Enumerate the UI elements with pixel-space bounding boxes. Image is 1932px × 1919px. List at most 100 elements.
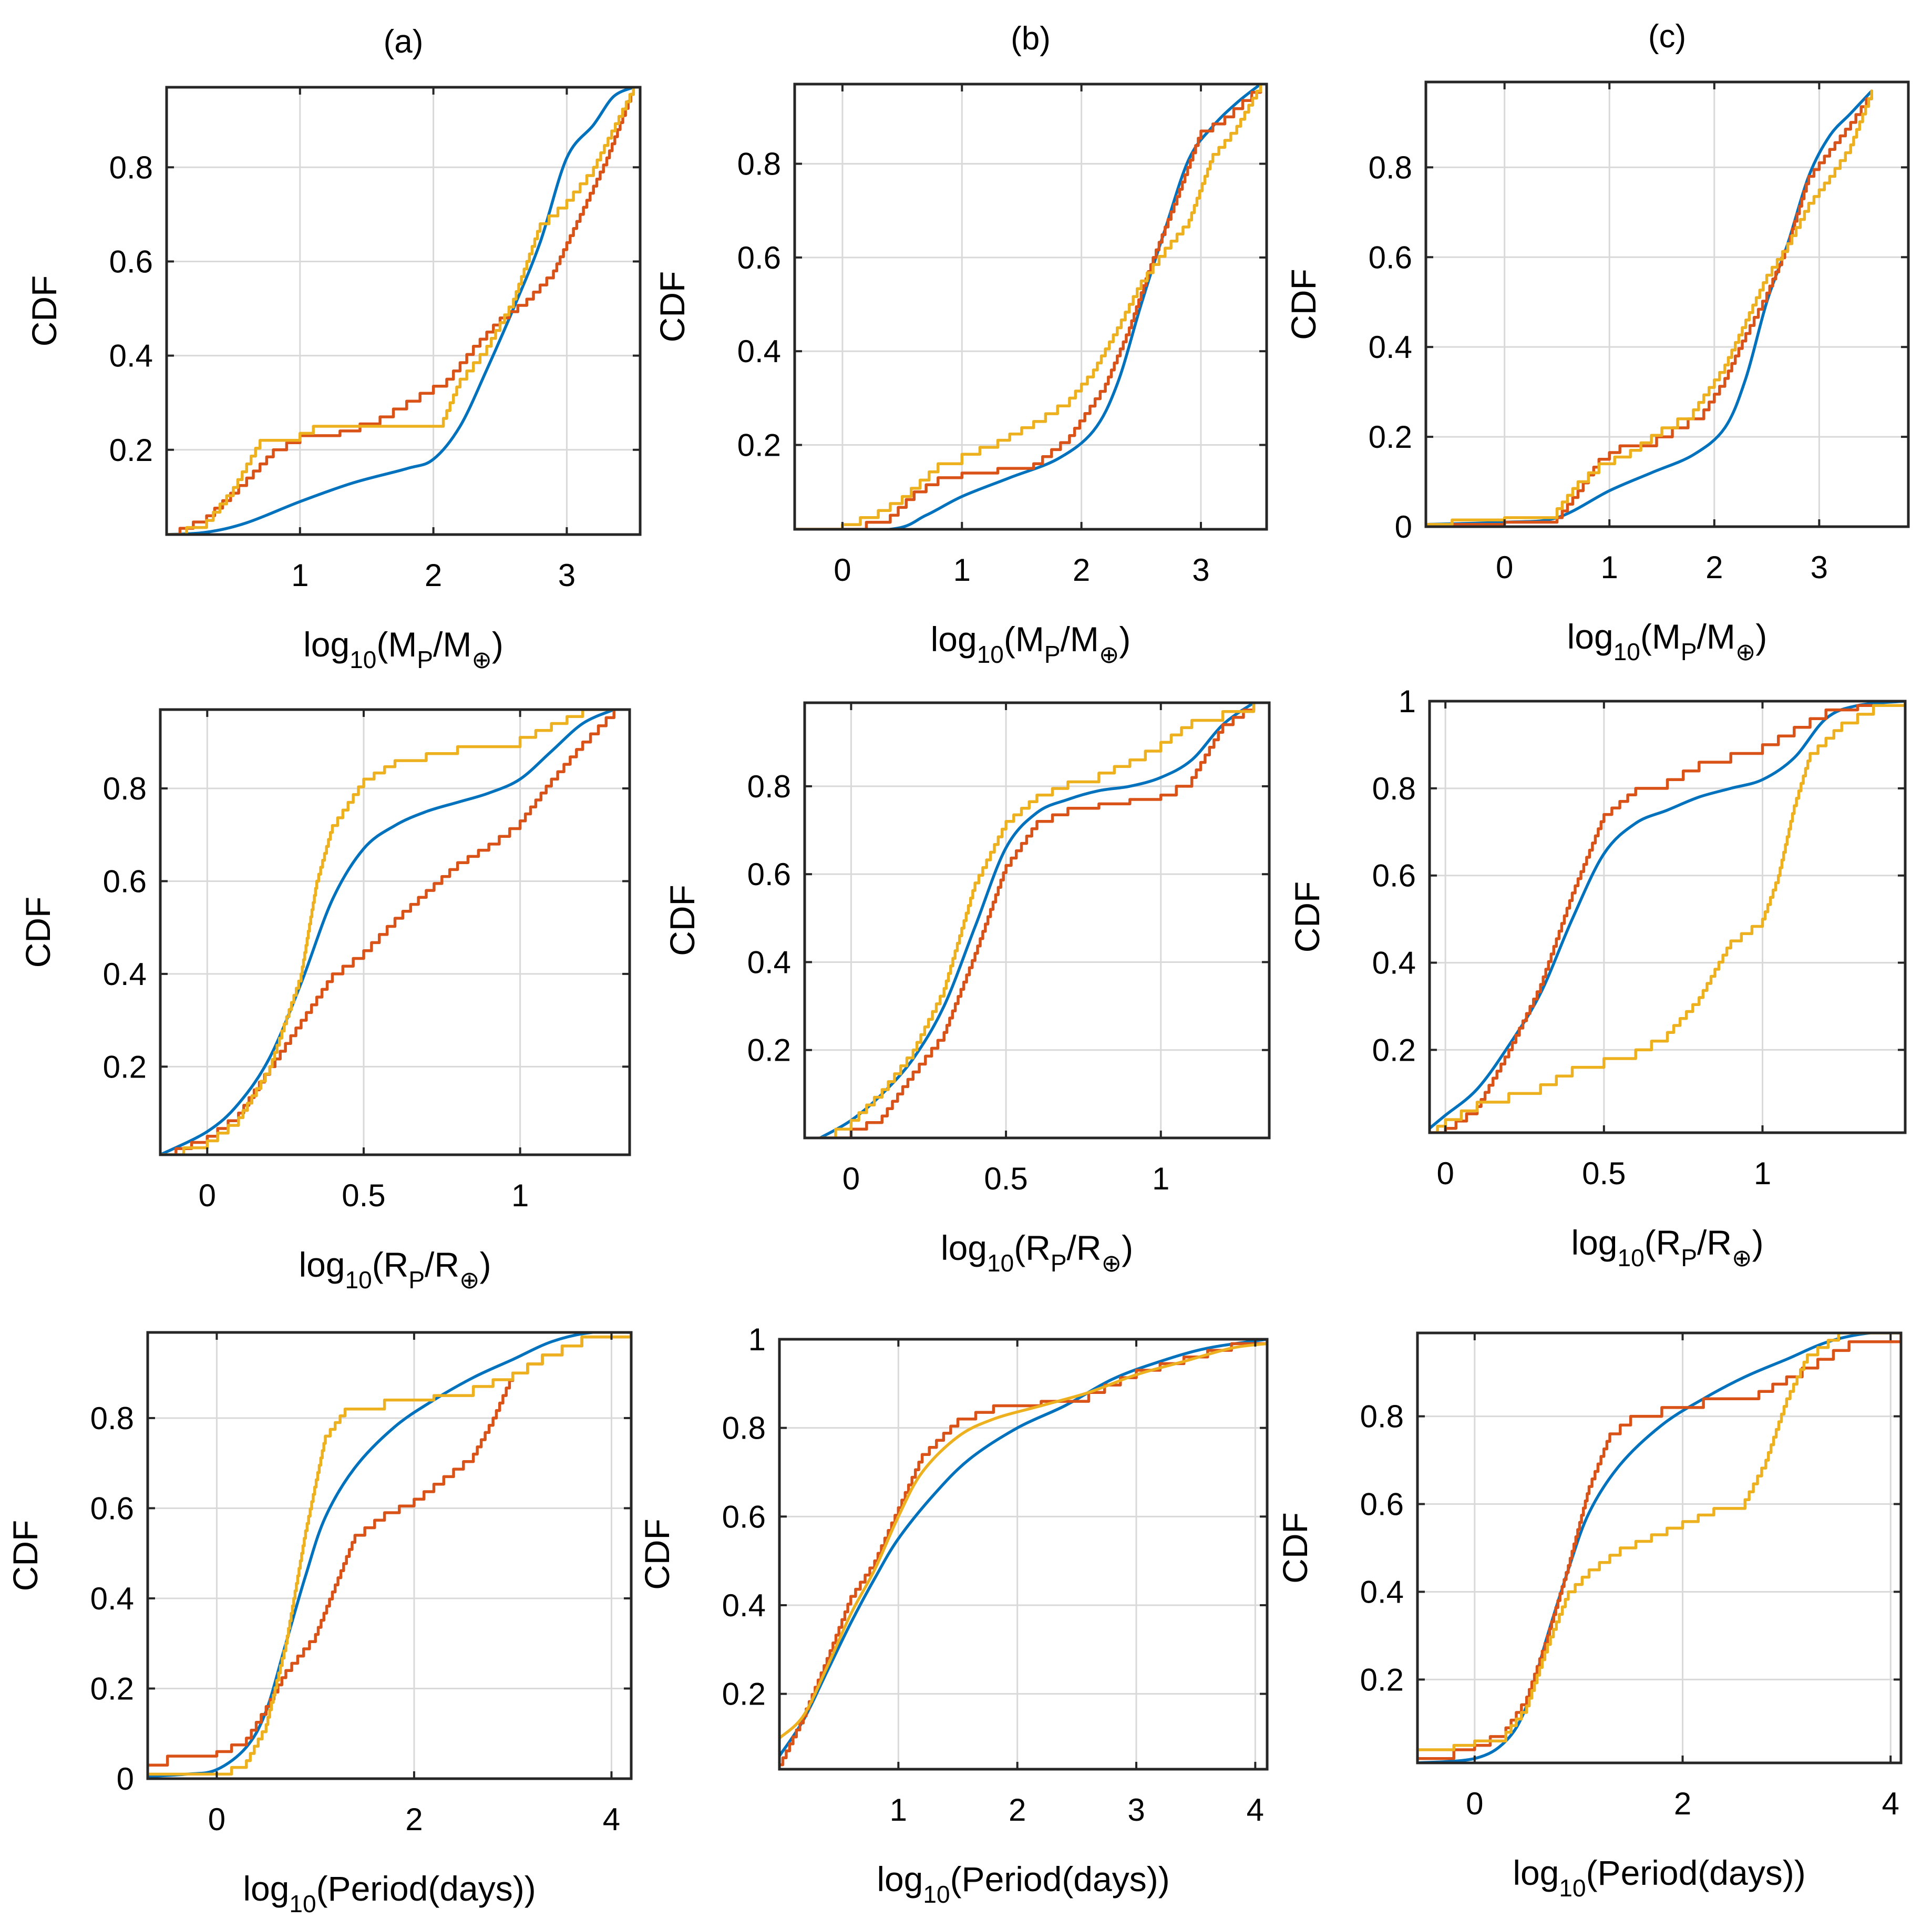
y-tick-label: 1 bbox=[1399, 684, 1416, 719]
x-axis-label-sub3: ⊕ bbox=[1102, 1249, 1122, 1277]
y-axis-label: CDF bbox=[638, 1518, 676, 1590]
x-tick-label: 4 bbox=[1882, 1786, 1899, 1821]
y-tick-label: 0.4 bbox=[109, 338, 153, 374]
x-axis-label-main: log bbox=[877, 1860, 923, 1899]
x-axis-label-tail: /R bbox=[1067, 1228, 1102, 1267]
x-axis-label-sub: 10 bbox=[289, 1890, 316, 1917]
series-line-orange bbox=[167, 87, 635, 535]
x-tick-label: 2 bbox=[425, 558, 442, 593]
x-tick-label: 3 bbox=[1192, 552, 1209, 588]
x-axis-label: log10(Period(days)) bbox=[243, 1869, 536, 1917]
panel-title: (b) bbox=[1011, 20, 1051, 57]
y-tick-label: 0.6 bbox=[90, 1491, 134, 1526]
x-axis-label-sub: 10 bbox=[350, 646, 376, 673]
series-line-yellow bbox=[779, 1342, 1267, 1740]
y-tick-label: 0.4 bbox=[1372, 946, 1416, 981]
y-tick-label: 0.2 bbox=[1360, 1662, 1404, 1697]
series-line-orange bbox=[1430, 701, 1905, 1133]
x-axis-label-tail: /R bbox=[1697, 1223, 1732, 1262]
x-tick-label: 1 bbox=[1601, 550, 1618, 585]
y-tick-label: 0.6 bbox=[109, 244, 153, 279]
x-axis-label-sub2: P bbox=[1044, 641, 1061, 668]
axes-frame bbox=[1424, 80, 1910, 528]
x-axis-label: log10(RP/R⊕) bbox=[1571, 1223, 1763, 1271]
y-tick-label: 0.4 bbox=[103, 957, 147, 992]
series-line-yellow bbox=[148, 1332, 631, 1776]
x-tick-label: 0 bbox=[1496, 550, 1513, 585]
x-tick-label: 1 bbox=[291, 558, 309, 593]
x-axis-label: log10(MP/M⊕) bbox=[931, 620, 1131, 668]
x-axis-label-sub2: P bbox=[1681, 1244, 1697, 1271]
y-tick-label: 0.2 bbox=[1372, 1032, 1416, 1068]
series-group bbox=[1426, 89, 1873, 526]
y-tick-label: 0 bbox=[1395, 509, 1412, 545]
x-tick-label: 0.5 bbox=[342, 1178, 385, 1213]
series-line-blue bbox=[160, 710, 615, 1155]
series-line-orange bbox=[1417, 1333, 1901, 1760]
series-group bbox=[167, 87, 635, 535]
y-axis-label: CDF bbox=[663, 885, 702, 956]
x-tick-label: 2 bbox=[1073, 552, 1090, 588]
panel-title: (c) bbox=[1648, 18, 1686, 55]
x-axis-label-main: log bbox=[1513, 1853, 1559, 1892]
y-tick-label: 0.8 bbox=[90, 1401, 134, 1436]
x-axis-label-main: log bbox=[941, 1228, 987, 1267]
y-tick-label: 1 bbox=[748, 1322, 766, 1357]
x-axis-label-sub2: P bbox=[417, 646, 433, 673]
x-axis-label-tail: /M bbox=[1061, 620, 1099, 659]
chart-panel-c1: 0 1 2 3 0 0.2 0.4 0.6 0.8 (c) CDF log10(MP/M⊕) bbox=[1284, 18, 1910, 665]
x-axis-label-mid: (M bbox=[376, 625, 417, 664]
y-axis-label: CDF bbox=[1276, 1512, 1314, 1584]
x-axis-label-sub: 10 bbox=[1618, 1244, 1645, 1271]
series-line-blue bbox=[1426, 89, 1873, 526]
y-tick-label: 0.8 bbox=[1369, 150, 1412, 185]
x-tick-label: 1 bbox=[511, 1178, 529, 1213]
y-tick-label: 0.4 bbox=[1369, 330, 1412, 365]
series-group bbox=[160, 710, 615, 1155]
x-axis-label-mid: (Period(days)) bbox=[950, 1860, 1170, 1899]
axes-frame bbox=[793, 83, 1268, 531]
x-axis-label-close: ) bbox=[1122, 1228, 1133, 1267]
panel-title: (a) bbox=[384, 24, 424, 60]
y-tick-label: 0.8 bbox=[747, 769, 791, 804]
axes-frame bbox=[778, 1338, 1269, 1771]
x-axis-label-main: log bbox=[1571, 1223, 1617, 1262]
x-axis-label-main: log bbox=[1567, 617, 1614, 656]
x-axis-label-sub2: P bbox=[1051, 1249, 1067, 1277]
y-tick-label: 0.8 bbox=[109, 150, 153, 185]
x-axis-label: log10(RP/R⊕) bbox=[299, 1245, 491, 1294]
x-axis-label: log10(Period(days)) bbox=[1513, 1853, 1805, 1902]
x-tick-label: 0.5 bbox=[1582, 1156, 1626, 1191]
y-tick-label: 0.2 bbox=[747, 1033, 791, 1068]
series-line-yellow bbox=[795, 84, 1262, 529]
x-tick-label: 1 bbox=[890, 1792, 907, 1828]
series-line-yellow bbox=[1426, 89, 1873, 526]
series-line-yellow bbox=[160, 710, 615, 1155]
x-tick-label: 2 bbox=[1674, 1786, 1691, 1821]
x-axis-label-mid: (R bbox=[372, 1245, 409, 1284]
x-axis-label-sub: 10 bbox=[977, 641, 1004, 668]
chart-panel-b1: 0 1 2 3 0.2 0.4 0.6 0.8 (b) CDF log10(MP/M⊕) bbox=[653, 20, 1268, 668]
x-axis-label: log10(MP/M⊕) bbox=[303, 625, 503, 673]
x-tick-label: 2 bbox=[1705, 550, 1723, 585]
y-tick-label: 0.6 bbox=[103, 864, 147, 899]
series-line-yellow bbox=[818, 703, 1256, 1138]
x-axis-label-mid: (M bbox=[1004, 620, 1044, 659]
chart-panel-c2: 0 0.5 1 0.2 0.4 0.6 0.8 1 CDF log10(RP/R⊕) bbox=[1288, 684, 1907, 1271]
y-tick-label: 0.8 bbox=[1360, 1399, 1404, 1434]
series-line-orange bbox=[818, 703, 1256, 1138]
x-axis-label-tail: /R bbox=[425, 1245, 459, 1284]
x-tick-label: 1 bbox=[1152, 1161, 1169, 1196]
y-tick-label: 0.4 bbox=[90, 1581, 134, 1616]
series-group bbox=[795, 84, 1262, 529]
series-line-blue bbox=[1430, 701, 1905, 1130]
chart-panel-a3: 0 2 4 0 0.2 0.4 0.6 0.8 CDF log10(Period(days)) bbox=[6, 1331, 633, 1917]
y-tick-label: 0.6 bbox=[1372, 858, 1416, 894]
chart-panel-a1: 1 2 3 0.2 0.4 0.6 0.8 (a) CDF log10(MP/M⊕) bbox=[25, 24, 642, 673]
x-tick-label: 0 bbox=[1436, 1156, 1454, 1191]
x-axis-label-sub: 10 bbox=[987, 1249, 1014, 1277]
x-axis-label-sub: 10 bbox=[923, 1881, 950, 1908]
series-line-orange bbox=[795, 84, 1262, 529]
x-axis-label-mid: (R bbox=[1014, 1228, 1051, 1267]
